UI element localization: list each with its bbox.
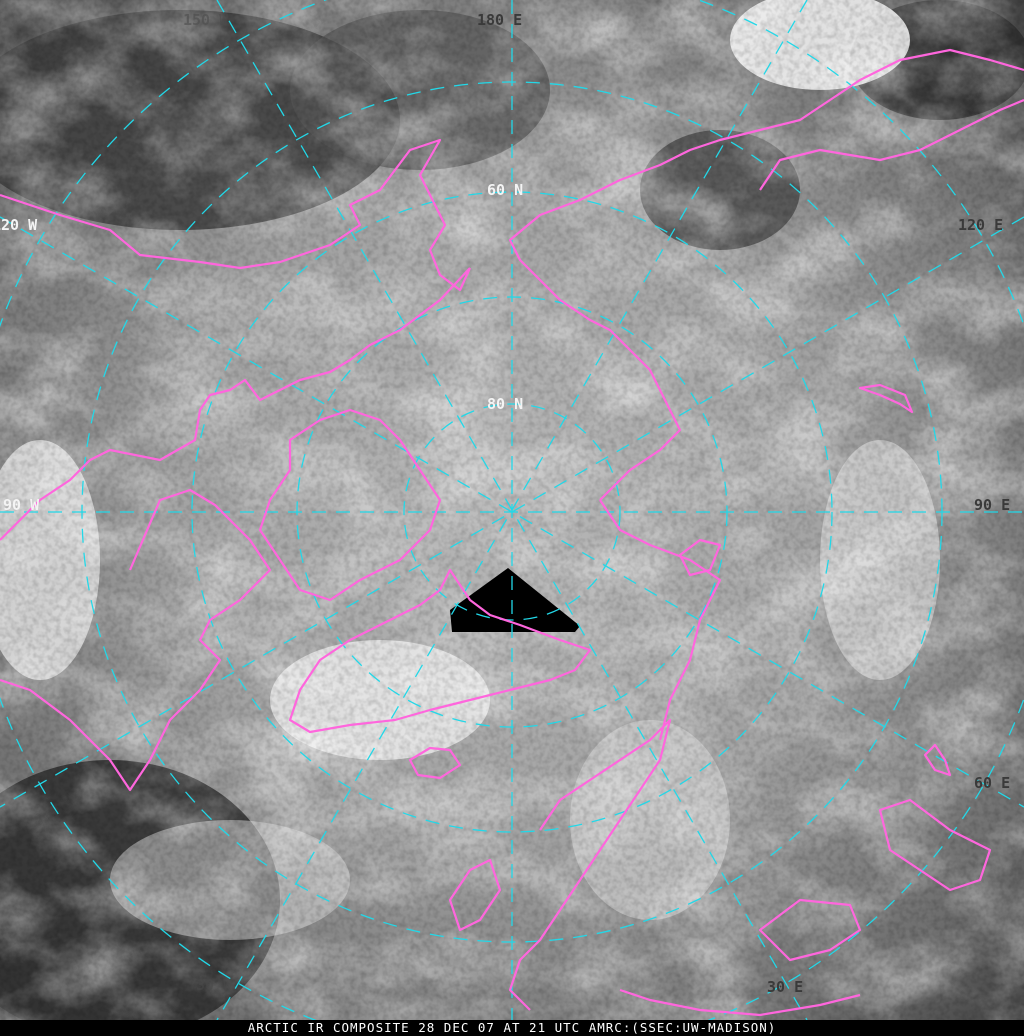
coastline-greenland bbox=[288, 568, 592, 734]
meridian-150e-30w bbox=[216, 0, 808, 1020]
label-90w: 90 W bbox=[3, 496, 40, 514]
label-180e: 180 E bbox=[477, 11, 522, 29]
coastline-russia-north bbox=[508, 48, 1024, 501]
coastline-lake-baikal bbox=[858, 383, 914, 414]
coastline-black-sea bbox=[758, 898, 862, 962]
coastline-mediterranean bbox=[619, 988, 861, 1017]
coastline-scandinavia bbox=[508, 718, 672, 1011]
label-30w: 30 W bbox=[196, 976, 233, 994]
grid-labels: 60 N 80 N 180 E 150 W 120 W 90 W 30 W 12… bbox=[0, 11, 1010, 996]
coastline-arctic-archipelago bbox=[258, 408, 442, 602]
label-80n: 80 N bbox=[487, 395, 523, 413]
label-30e: 30 E bbox=[767, 978, 803, 996]
meridian-120e-60w bbox=[0, 216, 1024, 808]
label-150w: 150 W bbox=[183, 11, 229, 29]
coastline-canada bbox=[0, 267, 471, 541]
label-60e: 60 E bbox=[974, 774, 1010, 792]
coastline-hudson-bay bbox=[0, 488, 272, 792]
coastline-alaska bbox=[0, 138, 472, 292]
coastline-caspian bbox=[878, 798, 992, 892]
meridian-120w-60e bbox=[0, 216, 1024, 808]
label-120e: 120 E bbox=[958, 216, 1003, 234]
coastline-british-isles bbox=[448, 858, 502, 932]
coastline-okhotsk bbox=[759, 98, 1024, 191]
coastline-aral bbox=[923, 743, 952, 777]
image-caption: ARCTIC IR COMPOSITE 28 DEC 07 AT 21 UTC … bbox=[0, 1020, 1024, 1036]
coastline-siberia bbox=[599, 499, 722, 741]
coastlines bbox=[0, 48, 1024, 1017]
coastline-novaya-zemlya bbox=[678, 538, 722, 577]
label-60n: 60 N bbox=[487, 181, 523, 199]
label-120w: 120 W bbox=[0, 216, 38, 234]
parallel-60n bbox=[191, 191, 833, 833]
parallel-80n bbox=[403, 403, 621, 621]
coastline-iceland bbox=[408, 746, 462, 780]
label-90e: 90 E bbox=[974, 496, 1010, 514]
